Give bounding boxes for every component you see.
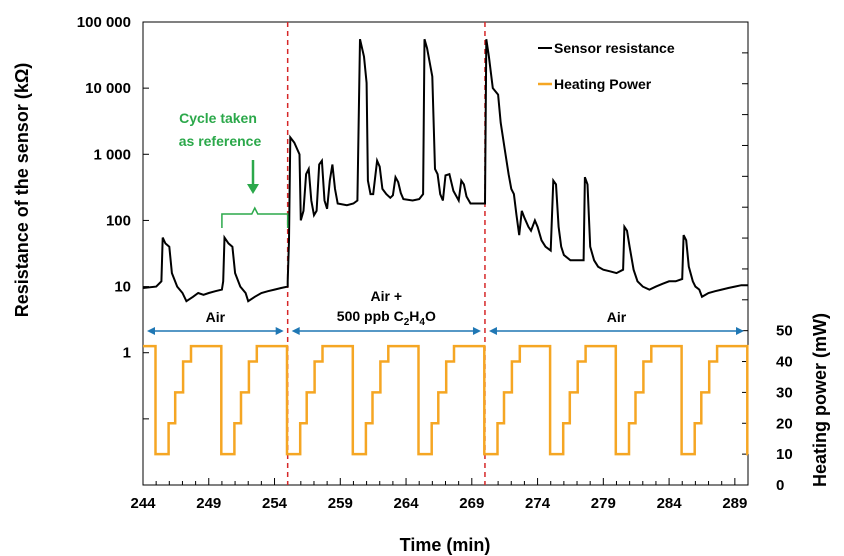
y-right-axis-title: Heating power (mW): [810, 313, 830, 487]
region-label-segment: H: [409, 308, 419, 324]
legend-label-sensor-resistance: Sensor resistance: [554, 40, 675, 56]
legend-label-heating-power: Heating Power: [554, 76, 652, 92]
x-tick-label: 279: [591, 495, 616, 512]
y-right-tick-label: 50: [776, 323, 793, 340]
y-left-tick-label: 100: [106, 212, 131, 229]
region-arrow-head-right: [736, 327, 744, 335]
region-arrow-head-right: [472, 327, 481, 335]
region-label-line2: 500 ppb C2H4O: [337, 308, 436, 328]
y-right-tick-label: 30: [776, 384, 793, 401]
x-tick-label: 244: [130, 495, 156, 512]
region-label-subscript: 2: [404, 317, 410, 328]
y-left-ticks: 1 10 100 1 000 10 000 100 000: [77, 14, 149, 486]
x-tick-label: 264: [394, 495, 420, 512]
region-label: Air: [206, 309, 226, 325]
reference-label-line2: as reference: [179, 133, 262, 149]
reference-arrow-head: [247, 184, 259, 194]
vertical-markers: [286, 22, 486, 485]
x-tick-label: 249: [196, 495, 221, 512]
series-line-sensor-resistance: [142, 38, 748, 303]
reference-annotation: Cycle taken as reference: [179, 110, 289, 228]
y-right-tick-label: 10: [776, 446, 793, 463]
x-tick-label: 259: [328, 495, 353, 512]
region-label-segment: O: [425, 308, 436, 324]
y-left-tick-label: 10 000: [85, 80, 131, 97]
x-tick-label: 274: [525, 495, 551, 512]
y-left-axis-title: Resistance of the sensor (kΩ): [12, 63, 32, 318]
x-axis-title: Time (min): [400, 535, 491, 555]
x-tick-label: 289: [722, 495, 747, 512]
region-arrow-head-left: [147, 327, 155, 335]
reference-label-line1: Cycle taken: [179, 110, 257, 126]
region-annotations: Air Air + 500 ppb C2H4O Air: [147, 288, 744, 335]
region-arrow-head-left: [488, 327, 497, 335]
series-line-heating-power: [143, 344, 749, 456]
x-ticks: 244 249 254 259 264 269 274 279 284 289: [130, 478, 749, 512]
y-left-tick-label: 100 000: [77, 14, 131, 31]
region-arrow-head-right: [275, 327, 284, 335]
y-left-tick-label: 1 000: [93, 146, 131, 163]
y-left-tick-label: 10: [114, 279, 131, 296]
reference-brace: [221, 206, 289, 228]
region-label-segment: 500 ppb C: [337, 308, 404, 324]
region-label-subscript: 4: [419, 317, 425, 328]
region-arrow-head-left: [291, 327, 300, 335]
x-tick-label: 269: [459, 495, 484, 512]
y-right-tick-label: 20: [776, 415, 793, 432]
x-tick-label: 254: [262, 495, 288, 512]
region-label-line1: Air +: [371, 288, 403, 304]
y-right-ticks: 0 10 20 30 40 50: [742, 21, 793, 494]
y-right-tick-label: 40: [776, 354, 793, 371]
y-right-tick-label: 0: [776, 477, 784, 494]
y-left-tick-label: 1: [123, 345, 131, 362]
region-label: Air: [607, 309, 627, 325]
legend: Sensor resistance Heating Power: [538, 40, 675, 92]
x-tick-label: 284: [657, 495, 683, 512]
